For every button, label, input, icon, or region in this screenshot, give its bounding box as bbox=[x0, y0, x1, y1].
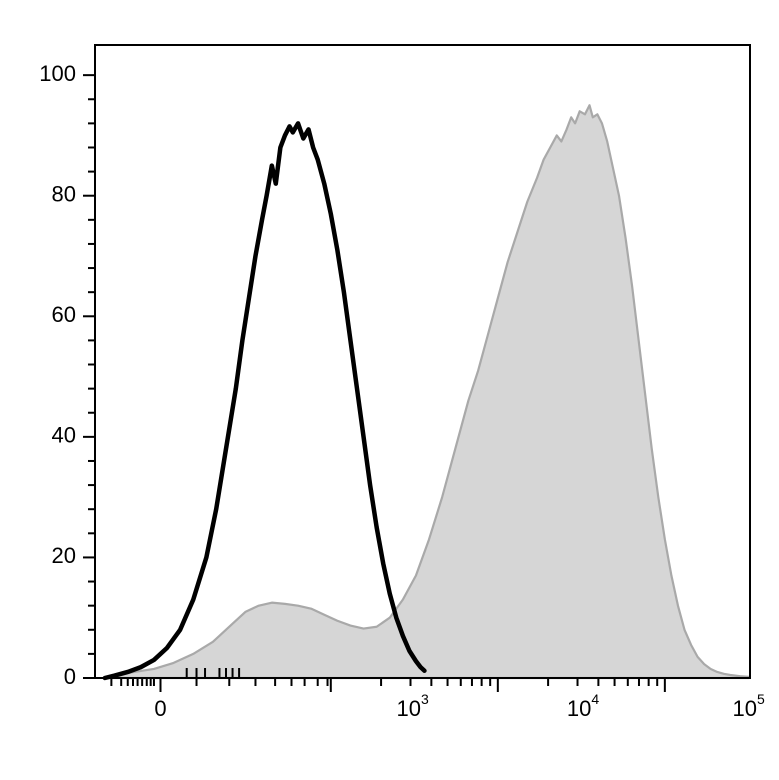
y-tick-label: 40 bbox=[52, 423, 76, 448]
y-tick-label: 20 bbox=[52, 543, 76, 568]
x-tick-label: 104 bbox=[567, 691, 599, 721]
chart-svg: 0 20 40 60 80 100 0 103 104 105 bbox=[0, 0, 779, 780]
y-tick-label: 0 bbox=[64, 664, 76, 689]
x-tick-label: 103 bbox=[397, 691, 429, 721]
y-tick-label: 100 bbox=[39, 61, 76, 86]
x-tick-label: 105 bbox=[733, 691, 765, 721]
y-tick-label: 80 bbox=[52, 182, 76, 207]
flow-histogram: 0 20 40 60 80 100 0 103 104 105 bbox=[0, 0, 779, 780]
y-tick-label: 60 bbox=[52, 302, 76, 327]
x-tick-label: 0 bbox=[154, 696, 166, 721]
